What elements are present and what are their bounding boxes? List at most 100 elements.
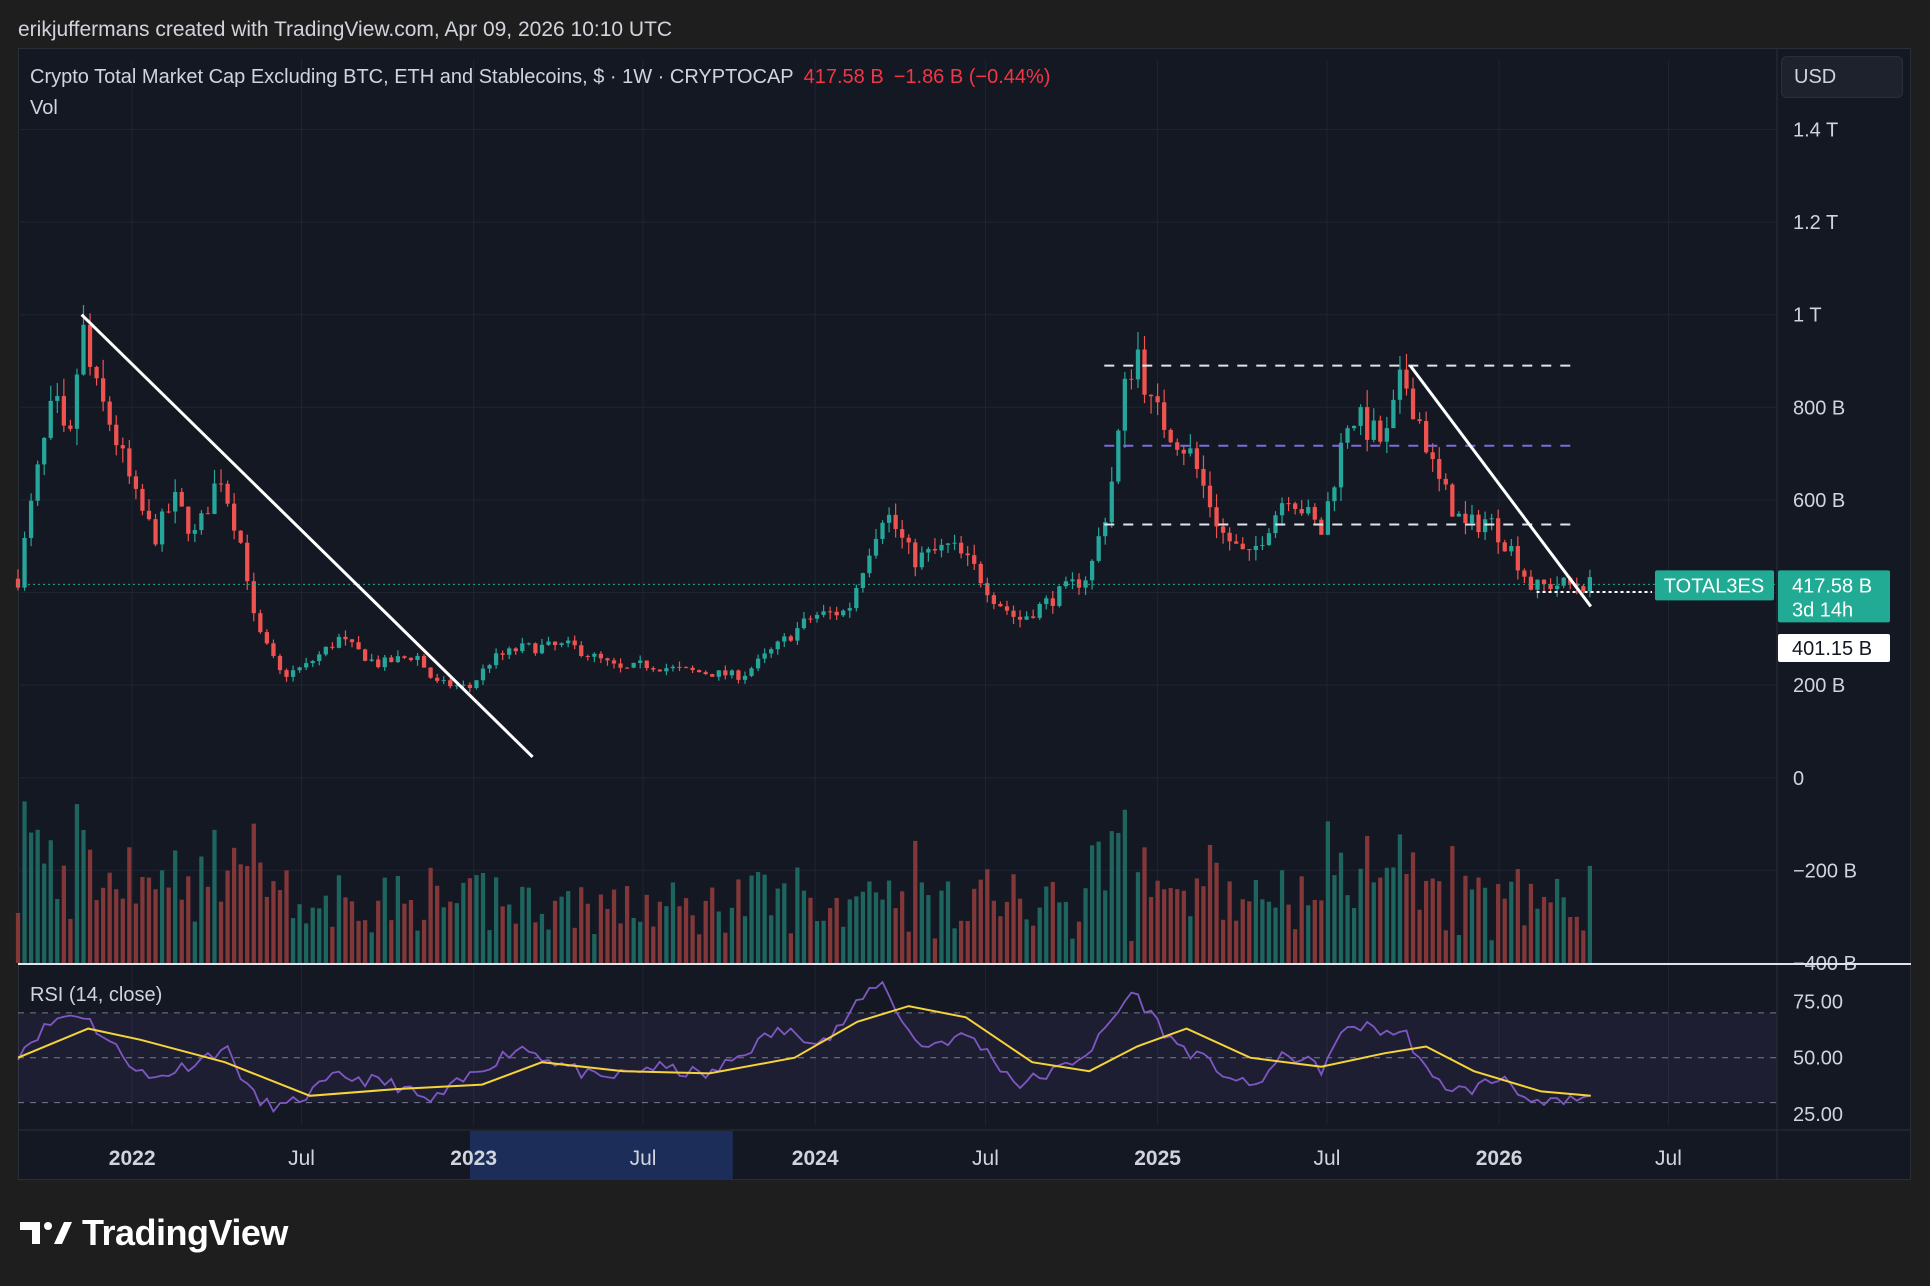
candle-body — [1103, 522, 1108, 537]
candle-body — [349, 639, 355, 643]
volume-bar — [1332, 875, 1337, 963]
volume-bar — [638, 921, 643, 963]
candle-body — [343, 636, 348, 640]
volume-bar — [343, 897, 348, 963]
candle-body — [140, 488, 145, 511]
volume-bar — [1509, 881, 1514, 963]
candle-body — [742, 675, 748, 680]
volume-bar — [474, 875, 479, 963]
candle-body — [461, 684, 466, 686]
candle-body — [415, 655, 420, 660]
volume-bar — [1175, 889, 1180, 963]
volume-bar — [258, 862, 263, 963]
volume-bar — [140, 876, 145, 963]
volume-bar — [782, 883, 787, 963]
volume-bar — [1017, 898, 1023, 963]
candle-body — [592, 653, 597, 657]
volume-bar — [395, 875, 400, 963]
volume-bar — [323, 895, 328, 963]
volume-bar — [1207, 844, 1213, 963]
volume-bar — [945, 881, 951, 963]
volume-bar — [788, 933, 793, 963]
volume-bar — [723, 932, 728, 963]
countdown-text: 3d 14h — [1792, 599, 1853, 621]
volume-bar — [1162, 889, 1167, 963]
volume-bar — [120, 898, 125, 963]
volume-bar — [1240, 899, 1245, 963]
volume-bar — [435, 885, 440, 963]
volume-bar — [1234, 920, 1239, 963]
rsi-label: RSI (14, close) — [30, 984, 163, 1006]
candle-body — [238, 530, 243, 543]
volume-bar — [1286, 904, 1291, 963]
candle-body — [1214, 507, 1219, 527]
candle-body — [1489, 518, 1494, 520]
candle-body — [1293, 503, 1298, 510]
volume-bar — [1568, 917, 1573, 963]
volume-bar — [467, 878, 473, 963]
volume-bar — [493, 877, 499, 963]
rsi-line — [17, 980, 1591, 1114]
volume-bar — [127, 847, 132, 963]
volume-bar — [107, 872, 112, 963]
candle-body — [1175, 442, 1180, 450]
volume-bar — [880, 899, 885, 963]
volume-bar — [860, 891, 866, 963]
rsi-ma-line — [17, 1005, 1591, 1097]
volume-bar — [15, 912, 21, 963]
volume-bar — [1358, 868, 1363, 963]
candle-body — [402, 656, 407, 658]
volume-bar — [1561, 897, 1566, 963]
volume-bar — [710, 887, 715, 963]
volume-bar — [972, 888, 977, 963]
candle-body — [1063, 581, 1069, 587]
candle-body — [1424, 421, 1429, 453]
candle-body — [1345, 428, 1350, 443]
candle-body — [317, 654, 322, 662]
x-tick-label: 2022 — [109, 1147, 156, 1170]
grid-lines — [18, 60, 1777, 1125]
candle-body — [913, 542, 918, 568]
candle-body — [87, 324, 93, 367]
candle-body — [683, 667, 689, 669]
candle-body — [1253, 545, 1258, 551]
candle-body — [153, 519, 158, 545]
volume-bar — [1214, 862, 1219, 963]
candle-body — [487, 665, 492, 669]
trendlines — [80, 313, 1593, 759]
volume-bar — [1279, 870, 1285, 963]
candle-body — [271, 643, 276, 656]
volume-bar — [1482, 887, 1488, 963]
volume-bar — [362, 920, 368, 963]
candle-body — [690, 667, 695, 671]
volume-bar — [101, 887, 106, 963]
volume-bar — [1220, 919, 1226, 963]
candle-body — [1247, 549, 1252, 551]
volume-bar — [1011, 874, 1016, 963]
volume-bar — [769, 915, 774, 963]
candle-body — [205, 513, 211, 515]
volume-bar — [1116, 832, 1121, 963]
candle-body — [520, 643, 525, 652]
candle-body — [598, 653, 604, 659]
candle-body — [631, 662, 636, 668]
volume-bar — [1574, 916, 1579, 963]
candle-body — [1266, 533, 1272, 546]
candle-body — [493, 653, 499, 666]
candle-body — [1279, 503, 1285, 516]
volume-bar — [408, 900, 414, 963]
candle-body — [1561, 577, 1566, 586]
volume-bar — [559, 896, 564, 963]
volume-bar — [1522, 925, 1527, 963]
volume-bar — [68, 918, 73, 963]
volume-bar — [389, 920, 394, 963]
currency-button[interactable]: USD — [1781, 56, 1903, 98]
volume-bar — [1168, 888, 1173, 963]
volume-bar — [1050, 882, 1055, 963]
volume-bar — [238, 864, 243, 963]
candle-body — [395, 656, 400, 663]
candle-body — [1450, 484, 1455, 517]
candle-body — [1535, 579, 1540, 590]
y-tick-label: 1.2 T — [1793, 212, 1838, 234]
